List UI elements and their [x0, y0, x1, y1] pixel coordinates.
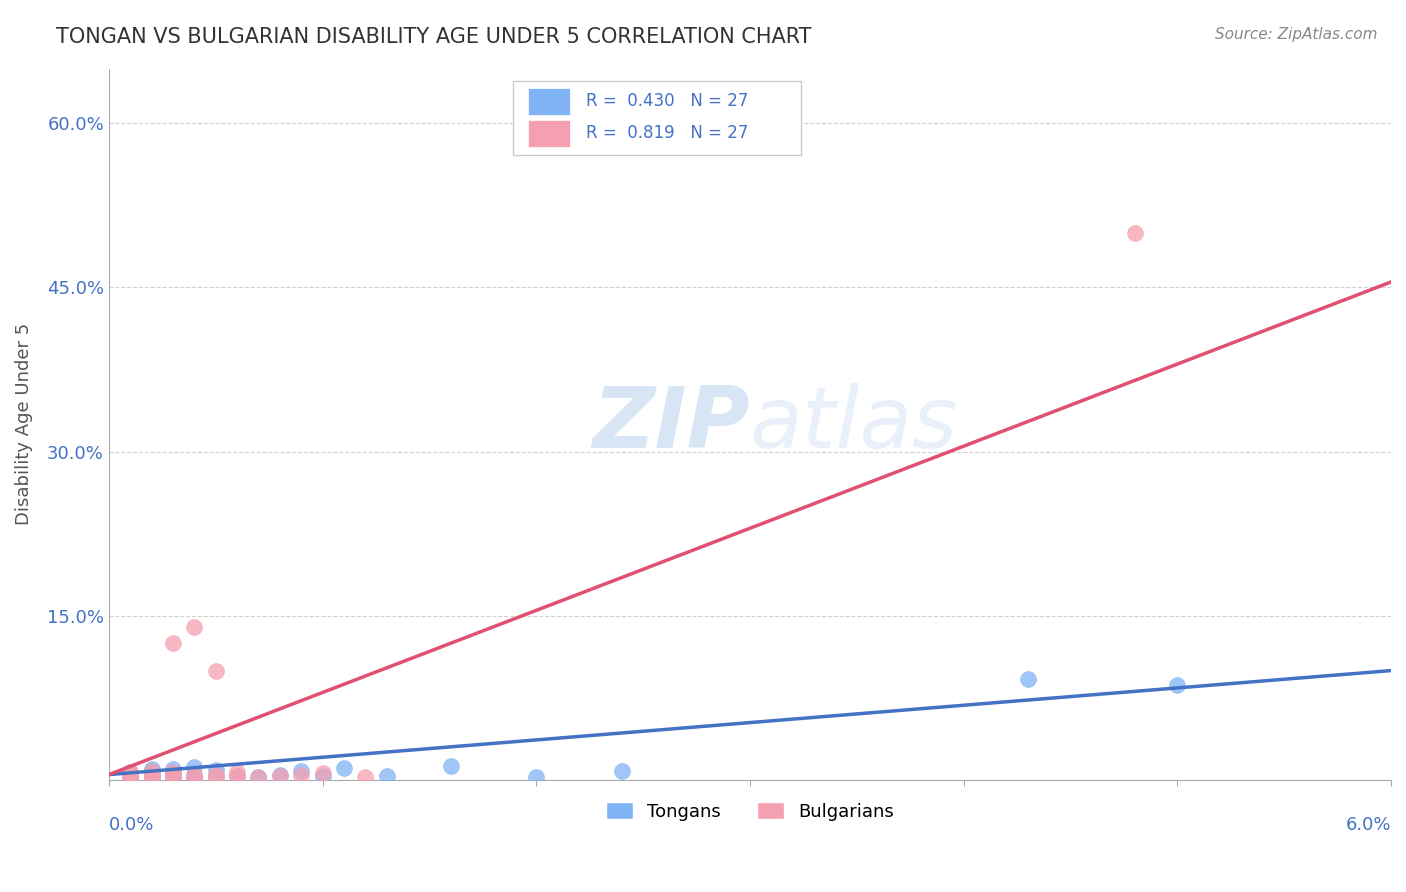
- Point: [333, 761, 356, 775]
- Point: [610, 764, 633, 779]
- Point: [141, 767, 163, 781]
- Point: [354, 770, 377, 784]
- Text: ZIP: ZIP: [592, 383, 749, 466]
- Text: TONGAN VS BULGARIAN DISABILITY AGE UNDER 5 CORRELATION CHART: TONGAN VS BULGARIAN DISABILITY AGE UNDER…: [56, 27, 811, 46]
- Point: [162, 770, 184, 784]
- Point: [183, 760, 205, 774]
- Point: [1166, 678, 1188, 692]
- Point: [120, 767, 142, 781]
- FancyBboxPatch shape: [529, 87, 571, 115]
- Point: [311, 769, 333, 783]
- Point: [120, 770, 142, 784]
- Point: [141, 764, 163, 779]
- Point: [1017, 673, 1039, 687]
- Point: [226, 765, 249, 780]
- Point: [226, 769, 249, 783]
- Point: [524, 770, 547, 784]
- Point: [290, 767, 312, 781]
- Point: [141, 770, 163, 784]
- Point: [141, 767, 163, 781]
- Text: atlas: atlas: [749, 383, 957, 466]
- Point: [120, 765, 142, 780]
- Text: R =  0.819   N = 27: R = 0.819 N = 27: [586, 124, 748, 142]
- Point: [183, 767, 205, 781]
- Point: [162, 636, 184, 650]
- Y-axis label: Disability Age Under 5: Disability Age Under 5: [15, 323, 32, 525]
- Point: [162, 767, 184, 781]
- Point: [440, 759, 463, 773]
- Text: R =  0.430   N = 27: R = 0.430 N = 27: [586, 92, 748, 111]
- Point: [120, 765, 142, 780]
- Legend: Tongans, Bulgarians: Tongans, Bulgarians: [599, 796, 901, 828]
- Point: [120, 769, 142, 783]
- Point: [247, 770, 270, 784]
- Point: [120, 766, 142, 780]
- FancyBboxPatch shape: [513, 80, 801, 155]
- Point: [120, 770, 142, 784]
- Point: [162, 765, 184, 780]
- Point: [204, 767, 226, 781]
- Point: [204, 769, 226, 783]
- Point: [183, 770, 205, 784]
- Point: [269, 769, 291, 783]
- Point: [141, 764, 163, 779]
- Point: [183, 767, 205, 781]
- Point: [204, 664, 226, 678]
- Point: [162, 762, 184, 776]
- Point: [1123, 226, 1146, 240]
- Point: [269, 767, 291, 781]
- Point: [183, 770, 205, 784]
- Point: [141, 770, 163, 784]
- Point: [204, 770, 226, 784]
- Point: [162, 770, 184, 784]
- Point: [120, 767, 142, 781]
- Text: 0.0%: 0.0%: [108, 815, 155, 834]
- Point: [141, 762, 163, 776]
- Point: [162, 766, 184, 780]
- Point: [247, 770, 270, 784]
- Text: Source: ZipAtlas.com: Source: ZipAtlas.com: [1215, 27, 1378, 42]
- Point: [204, 763, 226, 777]
- Point: [375, 769, 398, 783]
- FancyBboxPatch shape: [529, 120, 571, 147]
- Point: [226, 769, 249, 783]
- Point: [311, 766, 333, 780]
- Point: [183, 620, 205, 634]
- Point: [290, 764, 312, 779]
- Text: 6.0%: 6.0%: [1346, 815, 1391, 834]
- Point: [141, 769, 163, 783]
